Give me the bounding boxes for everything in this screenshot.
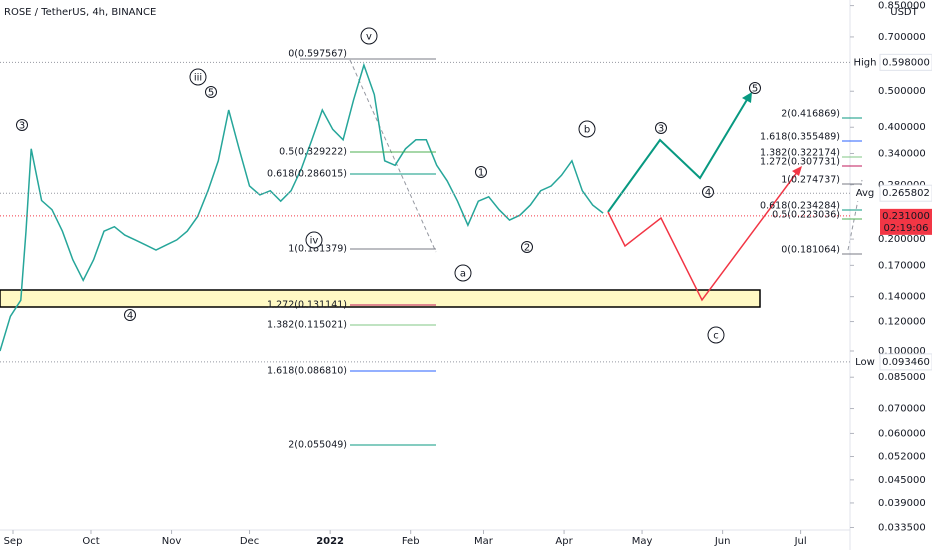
y-tick-label: 0.045000 (878, 475, 926, 486)
wave-circle (578, 120, 596, 138)
marker-tag (852, 185, 878, 202)
y-tick-label: 0.085000 (878, 372, 926, 383)
marker-box (879, 184, 932, 202)
y-tick-label: 0.700000 (878, 32, 926, 43)
fib-label: 0.5(0.223036) (772, 210, 840, 221)
fib-label: 0(0.181064) (781, 245, 840, 256)
fib-label: 1.382(0.322174) (760, 148, 840, 159)
wave-circle (189, 68, 207, 86)
fib-label: 0.618(0.286015) (267, 169, 347, 180)
x-tick-label: Oct (82, 536, 99, 547)
wave-label: 4 (705, 188, 711, 199)
wave-label: 5 (208, 88, 214, 99)
fib-label: 2(0.416869) (781, 109, 840, 120)
wave-label: a (460, 269, 466, 280)
marker-label: Avg (856, 188, 875, 199)
fib-label: 0.618(0.234284) (760, 201, 840, 212)
price-line (0, 62, 604, 352)
wave-circle (702, 186, 714, 198)
wave-label: c (713, 331, 719, 342)
fib-label: 1.382(0.115021) (267, 320, 347, 331)
wave-circle (360, 27, 378, 45)
y-tick-label: 0.060000 (878, 428, 926, 439)
fib-label: 1.618(0.355489) (760, 132, 840, 143)
wave-label: iv (310, 236, 319, 247)
y-tick-label: 0.500000 (878, 86, 926, 97)
fib-label: 1.272(0.131141) (267, 300, 347, 311)
currency: USDT (890, 7, 918, 18)
y-tick-label: 0.170000 (878, 260, 926, 271)
marker-value: 0.265802 (882, 188, 930, 199)
marker-tag (852, 54, 878, 71)
x-tick-label: Mar (474, 536, 494, 547)
x-tick-label: 2022 (316, 536, 344, 547)
fib-label: 1.272(0.307731) (760, 157, 840, 168)
wave-label: 3 (19, 121, 25, 132)
fib-label: 1.618(0.086810) (267, 366, 347, 377)
wave-circle (655, 122, 667, 134)
fib-label: 1(0.274737) (781, 175, 840, 186)
marker-value: 0.093460 (882, 357, 930, 368)
x-tick-label: Jul (794, 536, 807, 547)
y-tick-label: 0.340000 (878, 148, 926, 159)
fib-label: 2(0.055049) (288, 440, 347, 451)
wave-circle (707, 326, 725, 344)
y-tick-label: 0.400000 (878, 122, 926, 133)
marker-value: 0.598000 (882, 57, 930, 68)
chart-title: ROSE / TetherUS, 4h, BINANCE (4, 7, 156, 18)
wave-label: b (584, 125, 590, 136)
wave-circle (454, 264, 472, 282)
y-tick-label: 0.070000 (878, 404, 926, 415)
wave-label: v (366, 32, 372, 43)
trend-line (349, 59, 437, 253)
last-price-value: 0.231000 (882, 211, 930, 222)
y-tick-label: 0.039000 (878, 498, 926, 509)
y-tick-label: 0.120000 (878, 317, 926, 328)
x-tick-label: Feb (402, 536, 420, 547)
projection-down (607, 170, 799, 302)
y-tick-label: 0.100000 (878, 346, 926, 357)
x-tick-label: May (632, 536, 653, 547)
wave-circle (475, 166, 487, 178)
wave-circle (749, 82, 761, 94)
wave-label: 4 (127, 311, 133, 322)
countdown: 02:19:06 (884, 223, 929, 234)
x-tick-label: Dec (240, 536, 259, 547)
wave-label: 2 (524, 243, 530, 254)
wave-circle (16, 119, 28, 131)
wave-circle (521, 241, 533, 253)
fib-label: 0(0.597567) (288, 49, 347, 60)
y-tick-label: 0.033500 (878, 522, 926, 533)
x-tick-label: Jun (714, 536, 731, 547)
wave-circle (305, 231, 323, 249)
y-tick-label: 0.200000 (878, 234, 926, 245)
y-tick-label: 0.140000 (878, 292, 926, 303)
projection-up (607, 97, 749, 213)
x-tick-label: Apr (555, 536, 573, 547)
wave-circle (205, 86, 217, 98)
wave-label: 3 (658, 124, 664, 135)
x-tick-label: Sep (4, 536, 23, 547)
last-price-box (880, 208, 932, 235)
wave-circle (124, 309, 136, 321)
marker-box (879, 53, 932, 71)
x-tick-label: Nov (162, 536, 182, 547)
marker-tag (852, 353, 878, 370)
marker-label: Low (855, 357, 875, 368)
wave-label: 1 (478, 168, 484, 179)
wave-label: iii (194, 73, 202, 84)
y-tick-label: 0.052000 (878, 452, 926, 463)
arrow-head (792, 166, 802, 176)
arrow-head (742, 92, 752, 103)
support-zone (0, 289, 761, 308)
fib-label: 0.5(0.329222) (279, 147, 347, 158)
marker-box (879, 353, 932, 371)
wave-label: 5 (752, 84, 758, 95)
y-tick-label: 0.850000 (878, 1, 926, 12)
marker-label: High (854, 57, 877, 68)
fib-label: 1(0.181379) (288, 244, 347, 255)
